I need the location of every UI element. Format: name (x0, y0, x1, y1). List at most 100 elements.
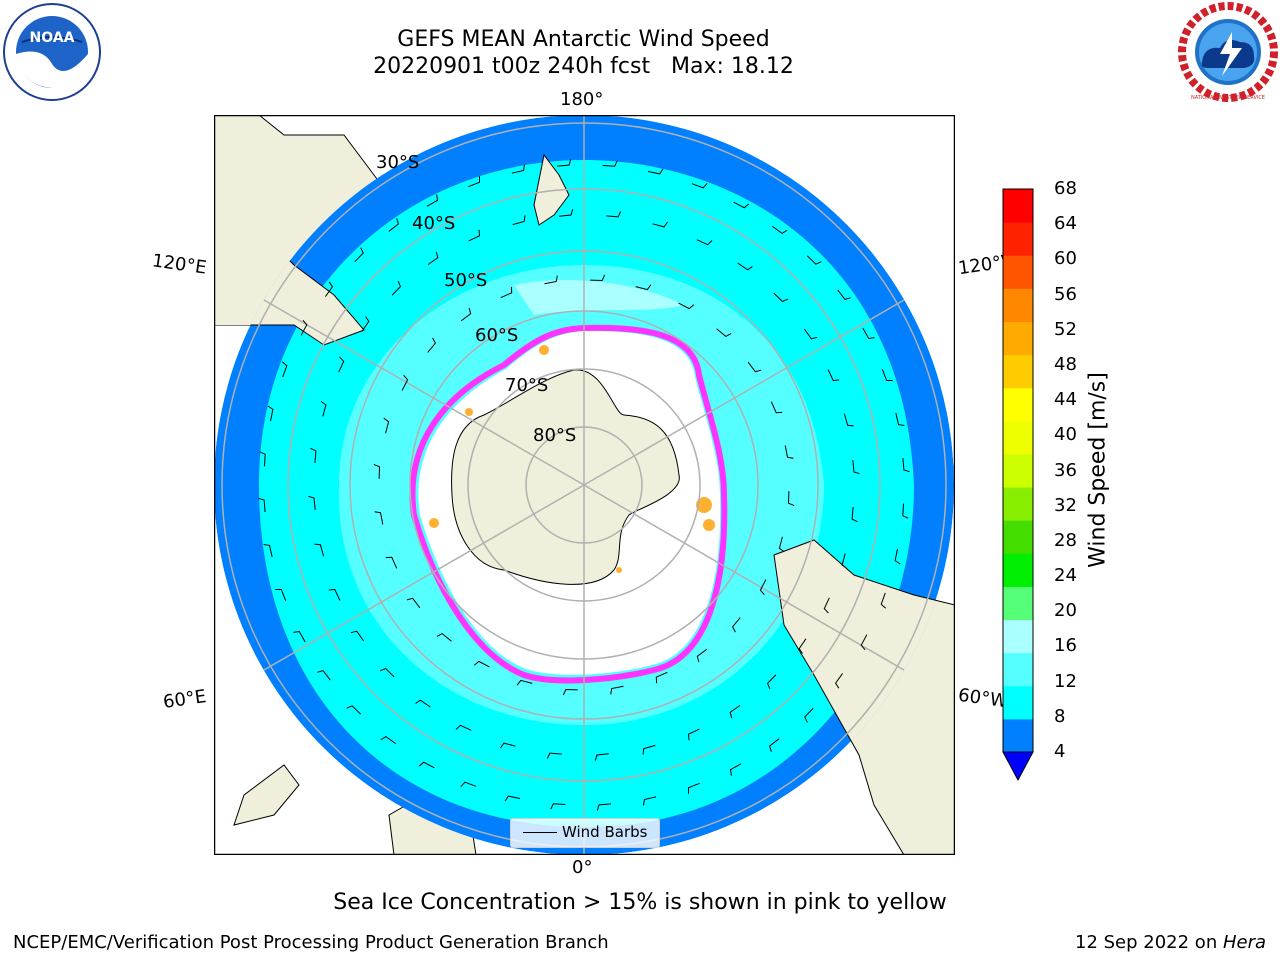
wind-barb (350, 630, 365, 642)
colorbar-cell (1003, 189, 1033, 223)
wind-barb (328, 588, 341, 601)
wind-barb (455, 724, 472, 731)
lat-label-40s: 40°S (412, 213, 456, 234)
wind-barb (550, 803, 566, 810)
wind-barb (427, 337, 436, 353)
wind-barb (259, 451, 266, 467)
wind-barb (317, 670, 331, 681)
wind-barb (380, 735, 396, 745)
wind-barb (374, 511, 384, 525)
wind-barb (843, 413, 854, 427)
wind-barb (308, 495, 316, 510)
wind-barb (642, 744, 656, 755)
colorbar-tick-label: 12 (1054, 670, 1077, 692)
wind-barb (841, 553, 848, 570)
colorbar-cell (1003, 354, 1033, 389)
lat-label-30s: 30°S (376, 152, 420, 173)
wind-barb (361, 316, 370, 332)
lon-label-60e: 60°E (161, 686, 208, 713)
wind-barb (602, 160, 618, 167)
wind-barb (787, 491, 795, 507)
sea-ice-edge (409, 324, 728, 684)
colorbar-tick-label: 68 (1054, 178, 1077, 199)
wind-barb (610, 685, 624, 695)
colorbar (1002, 188, 1034, 782)
colorbar-cell (1003, 586, 1033, 621)
colorbar-tick-label: 4 (1054, 741, 1066, 762)
wind-barb (766, 674, 777, 690)
wind-barb (852, 460, 860, 475)
wind-barb (880, 592, 887, 609)
colorbar-tick-label: 20 (1054, 600, 1077, 622)
wind-barb (426, 194, 439, 207)
wind-barb (468, 229, 481, 242)
wind-barb (281, 361, 288, 378)
wind-barb (354, 247, 364, 263)
wind-barb (655, 671, 668, 684)
wind-barb (696, 239, 713, 246)
lat-label-80s: 80°S (533, 425, 577, 446)
wind-barb (499, 742, 516, 749)
wind-barb (902, 503, 909, 519)
wind-barb (596, 803, 612, 811)
wind-barb (696, 648, 708, 663)
wind-barb (473, 660, 490, 668)
colorbar-cell (1003, 487, 1033, 521)
wind-barb (862, 327, 875, 340)
wind-barb (606, 211, 622, 218)
wind-barb (594, 753, 609, 761)
colorbar-label: Wind Speed [m/s] (1085, 372, 1111, 568)
colorbar-tick-label: 44 (1054, 389, 1077, 411)
wind-barb (346, 705, 362, 715)
wind-barb (546, 752, 562, 759)
wind-barb (258, 497, 266, 513)
wind-barb (300, 319, 308, 336)
colorbar-tick-label: 8 (1054, 705, 1066, 727)
wind-barb (827, 369, 840, 382)
wind-barb (737, 262, 753, 271)
wind-barb (590, 274, 606, 282)
wind-barb (338, 356, 345, 373)
wind-barb (385, 556, 398, 569)
colorbar-cell (1003, 453, 1033, 488)
lat-label-50s: 50°S (444, 270, 488, 291)
colorbar-tick-label: 56 (1054, 283, 1077, 305)
colorbar-cell (1003, 321, 1033, 356)
wind-barb (687, 728, 700, 741)
wind-barb (320, 400, 327, 417)
colorbar-tick-label: 40 (1054, 424, 1077, 446)
wind-barb (733, 201, 750, 209)
nws-logo-text: NATIONAL WEATHER SERVICE (1191, 95, 1265, 101)
colorbar-cell (1003, 387, 1033, 422)
wind-barb (691, 182, 708, 189)
noaa-logo-text: NOAA (30, 30, 75, 46)
colorbar-cell (1003, 685, 1033, 720)
wind-barb (759, 579, 767, 596)
wind-barb (562, 688, 578, 696)
wind-barb (460, 307, 472, 322)
lat-label-70s: 70°S (505, 375, 549, 396)
colorbar-cell (1003, 222, 1033, 256)
map-title: GEFS MEAN Antarctic Wind Speed (397, 27, 770, 52)
footer-credit: NCEP/EMC/Verification Post Processing Pr… (13, 932, 609, 953)
wind-barb (293, 630, 306, 643)
map-legend: Wind Barbs (510, 818, 660, 848)
colorbar-tick-label: 48 (1054, 353, 1077, 375)
wind-barb (803, 328, 818, 340)
wind-barb (769, 738, 780, 752)
wind-barb (460, 781, 477, 788)
wind-barb (806, 255, 822, 265)
legend-line-icon (523, 832, 557, 833)
wind-barb (881, 369, 893, 381)
wind-barb (729, 704, 741, 719)
sea-ice-note: Sea Ice Concentration > 15% is shown in … (333, 890, 947, 915)
colorbar-tick-label: 28 (1054, 529, 1077, 551)
legend-label: Wind Barbs (562, 823, 648, 841)
wind-barb (851, 507, 858, 523)
footer-host: Hera (1222, 932, 1266, 953)
wind-barb (401, 374, 409, 391)
colorbar-cell (1003, 255, 1033, 289)
wind-barb (902, 457, 910, 473)
colorbar-cell (1003, 718, 1033, 753)
wind-barb (468, 176, 480, 188)
